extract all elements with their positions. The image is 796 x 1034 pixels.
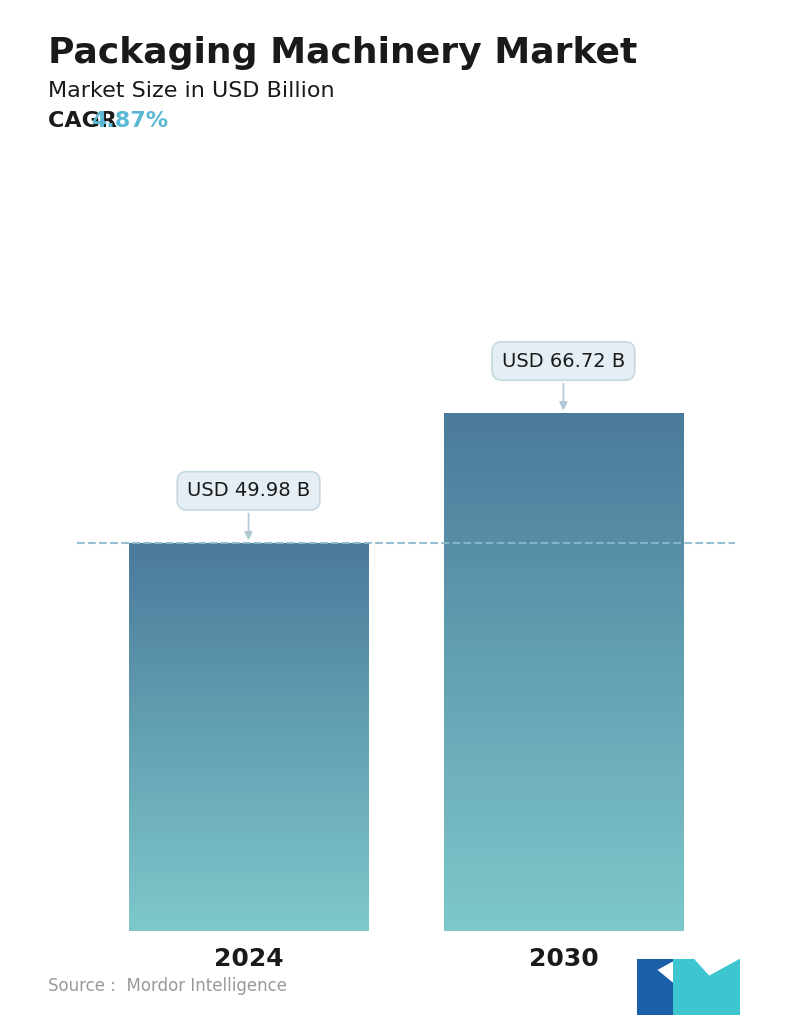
Text: USD 49.98 B: USD 49.98 B	[187, 482, 310, 539]
Text: Market Size in USD Billion: Market Size in USD Billion	[48, 81, 334, 100]
Text: USD 66.72 B: USD 66.72 B	[501, 352, 625, 408]
Text: Source :  Mordor Intelligence: Source : Mordor Intelligence	[48, 977, 287, 995]
Polygon shape	[637, 959, 678, 1015]
Text: Packaging Machinery Market: Packaging Machinery Market	[48, 36, 637, 70]
Text: CAGR: CAGR	[48, 111, 124, 130]
Text: 4.87%: 4.87%	[92, 111, 169, 130]
Polygon shape	[673, 959, 740, 1015]
